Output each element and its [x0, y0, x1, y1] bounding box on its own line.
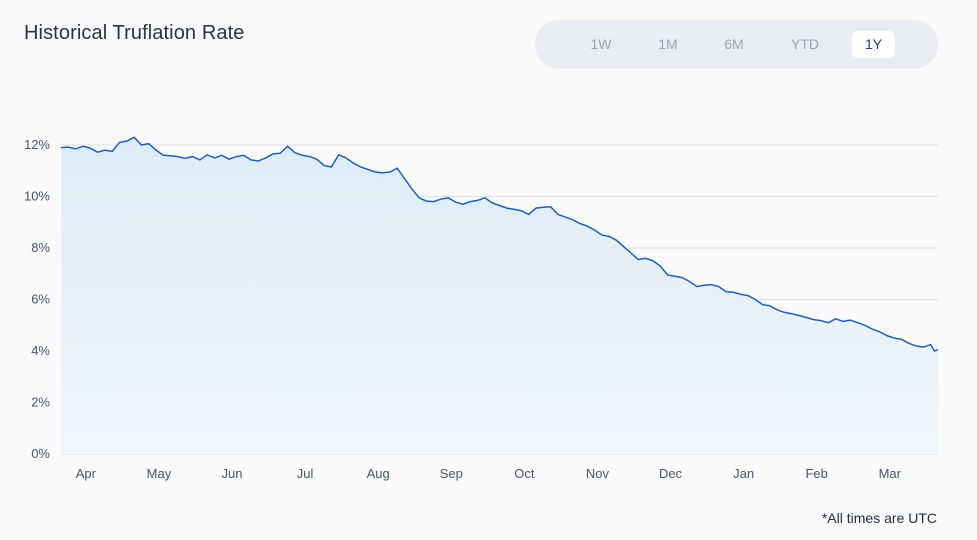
range-ytd-button[interactable]: YTD — [791, 36, 819, 52]
range-1w-button[interactable]: 1W — [590, 36, 612, 52]
chart-title: Historical Truflation Rate — [24, 22, 245, 44]
x-axis-ticks: Apr May Jun Jul Aug Sep Oct Nov Dec Jan Feb Mar — [76, 466, 902, 481]
x-tick-label: Sep — [440, 466, 463, 481]
range-6m-button[interactable]: 6M — [724, 36, 744, 52]
x-tick-label: May — [147, 466, 172, 481]
rate-area-fill — [61, 137, 938, 455]
y-axis-ticks: 0% 2% 4% 6% 8% 10% 12% — [24, 137, 50, 461]
utc-footnote: *All times are UTC — [821, 510, 937, 526]
rate-series-line — [60, 136, 939, 352]
x-tick-label: Dec — [659, 466, 683, 481]
y-tick-label: 6% — [31, 292, 50, 307]
range-1y-button[interactable]: 1Y — [852, 31, 895, 58]
x-tick-label: Mar — [879, 466, 902, 481]
y-tick-label: 2% — [31, 395, 50, 410]
x-tick-label: Jun — [222, 466, 243, 481]
x-tick-label: Aug — [367, 466, 390, 481]
y-tick-label: 12% — [24, 137, 50, 152]
y-tick-label: 10% — [24, 189, 50, 204]
x-tick-label: Jan — [733, 466, 754, 481]
x-tick-label: Apr — [76, 466, 97, 481]
x-tick-label: Jul — [297, 466, 314, 481]
range-1m-button[interactable]: 1M — [658, 36, 678, 52]
time-range-selector: 1W 1M 6M YTD 1Y — [535, 20, 938, 69]
y-tick-label: 8% — [31, 240, 50, 255]
y-tick-label: 4% — [31, 343, 50, 358]
x-tick-label: Nov — [586, 466, 610, 481]
x-tick-label: Oct — [514, 466, 535, 481]
y-tick-label: 0% — [31, 446, 50, 461]
x-tick-label: Feb — [805, 466, 827, 481]
